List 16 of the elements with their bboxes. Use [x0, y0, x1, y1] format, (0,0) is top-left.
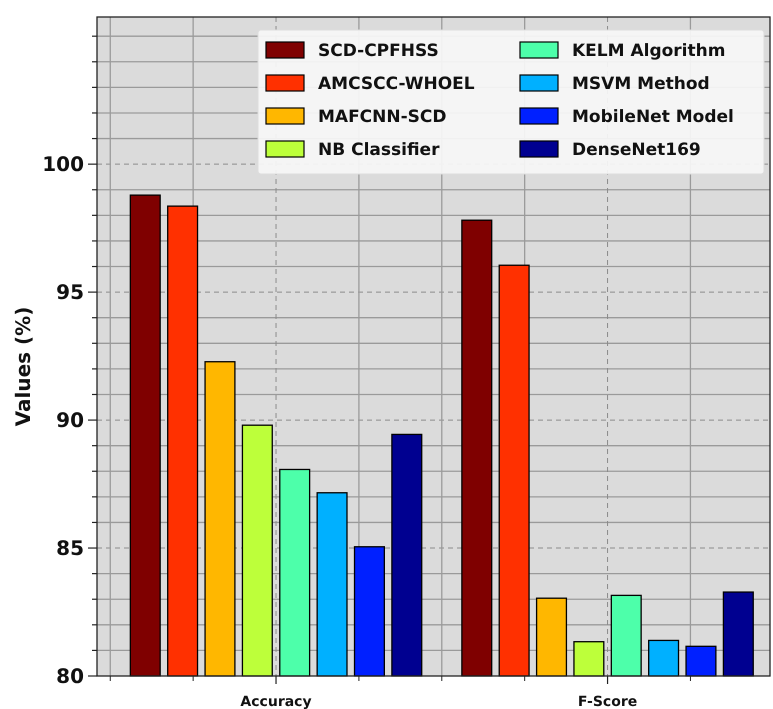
y-tick-label: 95	[56, 280, 84, 304]
legend-label: MSVM Method	[572, 74, 710, 94]
legend-label: MobileNet Model	[572, 106, 734, 127]
y-tick-label: 80	[56, 664, 84, 688]
x-tick-label: Accuracy	[240, 694, 312, 709]
legend-label: MAFCNN-SCD	[318, 106, 447, 127]
y-axis-title: Values (%)	[11, 306, 35, 426]
legend-label: SCD-CPFHSS	[318, 40, 439, 61]
x-tick-label: F-Score	[578, 694, 638, 709]
legend-label: AMCSCC-WHOEL	[318, 74, 475, 94]
legend-label: DenseNet169	[572, 140, 701, 160]
y-tick-label: 90	[56, 408, 84, 432]
y-tick-label: 85	[56, 536, 84, 560]
y-tick-label: 100	[42, 152, 84, 176]
legend-label: KELM Algorithm	[572, 40, 726, 61]
legend-label: NB Classifier	[318, 140, 440, 160]
